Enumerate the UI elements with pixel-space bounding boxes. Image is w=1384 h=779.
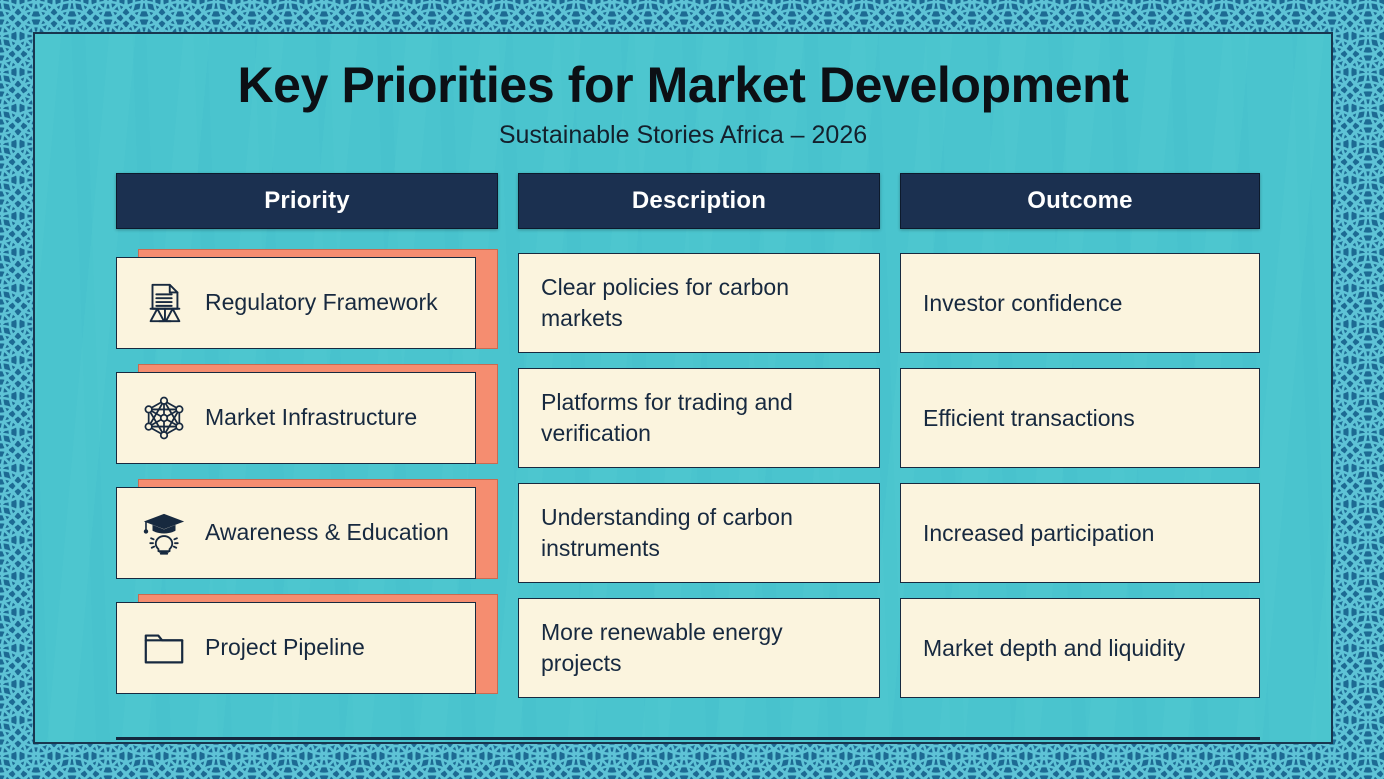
outcome-text: Market depth and liquidity: [923, 634, 1186, 661]
page-subtitle: Sustainable Stories Africa – 2026: [498, 121, 868, 149]
table-row: Project Pipeline More renewable energy p…: [116, 594, 1260, 698]
description-text: Clear policies for carbon markets: [541, 274, 790, 331]
table-body: Regulatory Framework Clear policies for …: [116, 249, 1260, 698]
outcome-text: Investor confidence: [923, 289, 1123, 316]
description-cell: Understanding of carbon instruments: [518, 483, 880, 583]
outcome-cell: Increased participation: [900, 483, 1260, 583]
priority-cell[interactable]: Awareness & Education: [116, 479, 498, 583]
outcome-text: Efficient transactions: [923, 404, 1135, 431]
priority-label: Regulatory Framework: [205, 289, 438, 316]
priority-label: Awareness & Education: [205, 519, 449, 546]
priorities-table: Priority Description Outcome: [116, 173, 1260, 709]
priority-card[interactable]: Market Infrastructure: [116, 372, 476, 464]
priority-cell[interactable]: Regulatory Framework: [116, 249, 498, 353]
column-header-priority: Priority: [116, 173, 498, 229]
graduation-cap-lightbulb-icon: [143, 513, 185, 555]
priority-label: Market Infrastructure: [205, 404, 418, 431]
policy-document-scale-icon: [149, 283, 181, 323]
priority-card[interactable]: Awareness & Education: [116, 487, 476, 579]
bottom-divider: [116, 737, 1260, 740]
description-cell: More renewable energy projects: [518, 598, 880, 698]
column-header-outcome: Outcome: [900, 173, 1260, 229]
column-header-description: Description: [518, 173, 880, 229]
description-text: More renewable energy projects: [541, 619, 783, 676]
folder-icon: [144, 634, 184, 664]
priority-label: Project Pipeline: [205, 634, 365, 661]
content-panel: Key Priorities for Market Development Su…: [33, 32, 1333, 744]
priority-cell[interactable]: Market Infrastructure: [116, 364, 498, 468]
description-cell: Platforms for trading and verification: [518, 368, 880, 468]
table-row: Market Infrastructure Platforms for trad…: [116, 364, 1260, 468]
priority-cell[interactable]: Project Pipeline: [116, 594, 498, 698]
page-title: Key Priorities for Market Development: [237, 57, 1129, 113]
table-header-row: Priority Description Outcome: [116, 173, 1260, 229]
outcome-cell: Efficient transactions: [900, 368, 1260, 468]
priority-card[interactable]: Project Pipeline: [116, 602, 476, 694]
outcome-cell: Investor confidence: [900, 253, 1260, 353]
description-cell: Clear policies for carbon markets: [518, 253, 880, 353]
network-nodes-icon: [144, 396, 184, 440]
table-row: Awareness & Education Understanding of c…: [116, 479, 1260, 583]
priority-card[interactable]: Regulatory Framework: [116, 257, 476, 349]
outcome-cell: Market depth and liquidity: [900, 598, 1260, 698]
description-text: Platforms for trading and verification: [541, 389, 793, 446]
table-row: Regulatory Framework Clear policies for …: [116, 249, 1260, 353]
description-text: Understanding of carbon instruments: [541, 504, 793, 561]
outcome-text: Increased participation: [923, 519, 1155, 546]
